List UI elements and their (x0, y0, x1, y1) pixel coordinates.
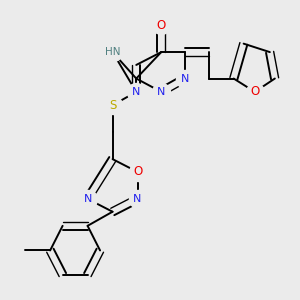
Text: O: O (250, 85, 260, 98)
Text: N: N (181, 74, 189, 83)
Text: O: O (133, 165, 142, 178)
Text: S: S (109, 99, 116, 112)
Text: N: N (157, 87, 165, 97)
Text: O: O (157, 19, 166, 32)
Text: HN: HN (105, 47, 120, 57)
Text: N: N (83, 194, 92, 204)
Text: N: N (132, 87, 140, 97)
Text: N: N (133, 194, 142, 204)
